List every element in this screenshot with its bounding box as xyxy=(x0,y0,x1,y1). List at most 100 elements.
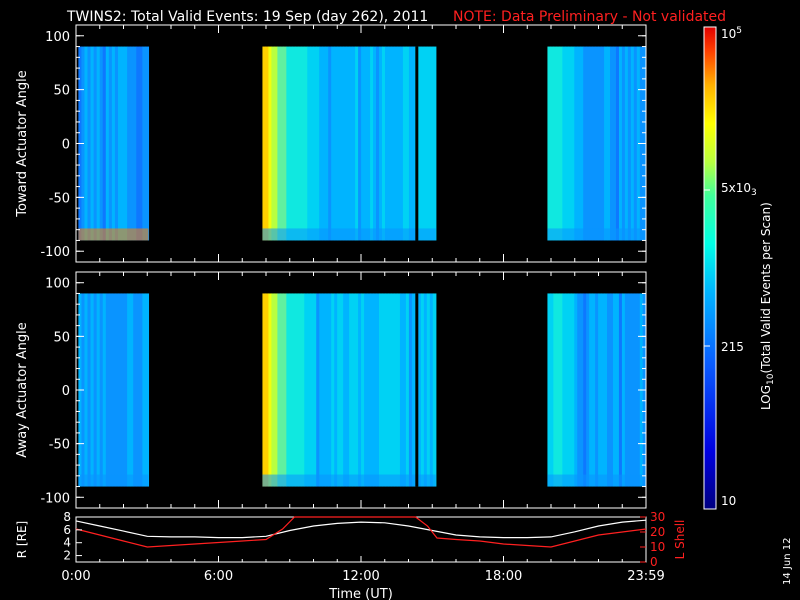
heatmap-column xyxy=(358,293,362,487)
x-tick-label: 23:59 xyxy=(627,569,664,584)
x-tick-label: 12:00 xyxy=(342,569,379,584)
heatmap-column xyxy=(349,293,353,487)
heatmap-column xyxy=(271,293,275,487)
heatmap-column xyxy=(382,293,386,487)
y-tick-label: -100 xyxy=(40,491,70,506)
heatmap-column xyxy=(568,293,572,487)
heatmap-edge-band xyxy=(547,474,646,487)
heatmap-column xyxy=(610,46,614,241)
heatmap-column xyxy=(105,293,110,487)
heatmap-column xyxy=(298,293,302,487)
heatmap-column xyxy=(408,293,413,487)
heatmap-column xyxy=(96,293,101,487)
heatmap-column xyxy=(295,46,299,241)
heatmap-edge-band xyxy=(262,474,436,487)
heatmap-column xyxy=(562,293,566,487)
heatmap-column xyxy=(265,293,270,487)
heatmap-column xyxy=(322,46,326,241)
colorbar-tick-5x10-3: 5x103 xyxy=(721,181,757,198)
heatmap-column xyxy=(405,293,410,487)
heatmap-column xyxy=(114,46,119,241)
heatmap-edge-band xyxy=(262,228,436,241)
heatmap-column xyxy=(390,46,395,241)
heatmap-column xyxy=(565,293,569,487)
right-axis-label: L Shell xyxy=(673,520,687,560)
heatmap-column xyxy=(96,46,101,241)
heatmap-column xyxy=(121,293,125,487)
heatmap-column xyxy=(340,46,344,241)
heatmap-column xyxy=(139,46,143,241)
heatmap-column xyxy=(550,46,554,241)
heatmap-column xyxy=(262,293,267,487)
colorbar-tick-215: 215 xyxy=(721,340,744,354)
heatmap-column xyxy=(325,293,329,487)
y-tick-label: 50 xyxy=(53,330,70,345)
heatmap-column xyxy=(423,293,428,487)
heatmap-column xyxy=(145,293,150,487)
heatmap-column xyxy=(265,46,270,241)
heatmap-column xyxy=(417,46,422,241)
heatmap-column xyxy=(111,46,116,241)
heatmap-column xyxy=(618,46,623,241)
heatmap-column xyxy=(84,46,89,241)
colorbar: 105 5x103 215 10 LOG10(Total Valid Event… xyxy=(703,26,776,510)
heatmap-column xyxy=(595,46,599,241)
heatmap-column xyxy=(379,46,383,241)
heatmap-column xyxy=(562,46,566,241)
heatmap-column xyxy=(93,293,98,487)
heatmap-column xyxy=(615,293,620,487)
right-tick-label: 20 xyxy=(650,525,665,539)
heatmap-column xyxy=(361,293,365,487)
heatmap-column xyxy=(124,293,128,487)
heatmap-column xyxy=(598,293,602,487)
heatmap-column xyxy=(385,293,389,487)
heatmap-column xyxy=(283,46,287,241)
heatmap-column xyxy=(102,293,107,487)
heatmap-column xyxy=(343,46,347,241)
heatmap-column xyxy=(630,293,635,487)
heatmap-column xyxy=(304,293,308,487)
heatmap-column xyxy=(592,46,596,241)
heatmap-column xyxy=(289,293,293,487)
heatmap-column xyxy=(607,46,611,241)
heatmap-column xyxy=(559,293,563,487)
heatmap-column xyxy=(127,293,131,487)
heatmap-column xyxy=(624,293,629,487)
heatmap-column xyxy=(145,46,150,241)
heatmap-column xyxy=(136,293,140,487)
heatmap-edge-band xyxy=(78,474,149,487)
heatmap-column xyxy=(325,46,329,241)
heatmap-column xyxy=(346,46,350,241)
heatmap-column xyxy=(429,293,434,487)
heatmap-column xyxy=(127,46,131,241)
heatmap-column xyxy=(601,293,605,487)
heatmap-column xyxy=(99,293,104,487)
heatmap-column xyxy=(298,46,302,241)
heatmap-column xyxy=(90,46,95,241)
heatmap-column xyxy=(396,46,401,241)
heatmap-column xyxy=(610,293,614,487)
heatmap-edge-band xyxy=(78,228,149,241)
heatmap-column xyxy=(402,46,407,241)
heatmap-column xyxy=(307,293,311,487)
heatmap-column xyxy=(618,293,623,487)
heatmap-column xyxy=(84,293,89,487)
heatmap-column xyxy=(139,293,143,487)
heatmap-column xyxy=(328,46,332,241)
heatmap-column xyxy=(432,293,437,487)
y-tick-label: 0 xyxy=(62,384,70,399)
heatmap-column xyxy=(352,293,356,487)
heatmap-column xyxy=(142,46,146,241)
heatmap-column xyxy=(340,293,344,487)
heatmap-column xyxy=(289,46,293,241)
colorbar-label: LOG10(Total Valid Events per Scan) xyxy=(759,202,776,410)
heatmap-column xyxy=(604,293,608,487)
heatmap-column xyxy=(142,293,146,487)
heatmap-column xyxy=(361,46,365,241)
heatmap-column xyxy=(607,293,611,487)
heatmap-column xyxy=(598,46,602,241)
heatmap-column xyxy=(304,46,308,241)
heatmap-column xyxy=(117,46,122,241)
heatmap-column xyxy=(277,46,281,241)
